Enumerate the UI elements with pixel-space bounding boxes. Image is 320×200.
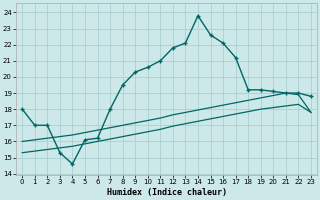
X-axis label: Humidex (Indice chaleur): Humidex (Indice chaleur)	[107, 188, 227, 197]
